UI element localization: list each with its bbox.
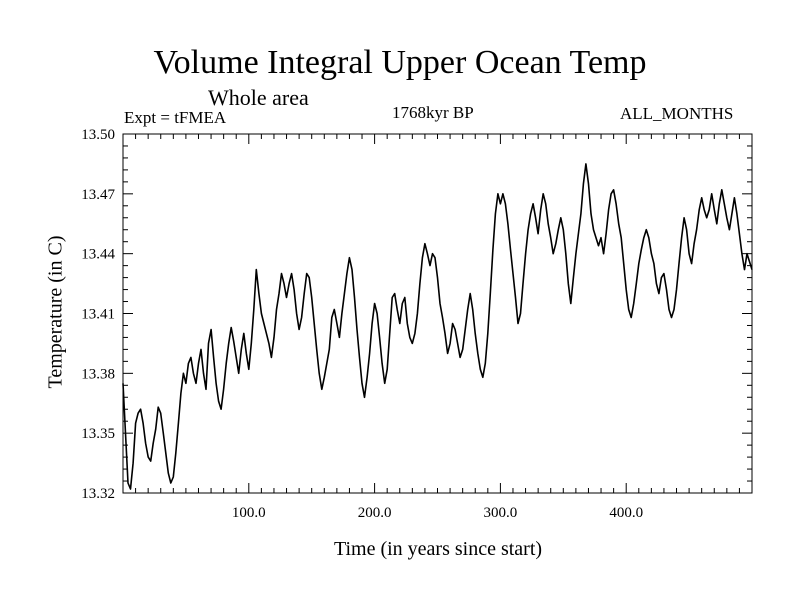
x-tick-label: 200.0 bbox=[358, 505, 392, 521]
chart-subtitle: Whole area bbox=[208, 85, 309, 110]
months-label: ALL_MONTHS bbox=[620, 104, 734, 123]
y-tick-label: 13.35 bbox=[81, 426, 115, 442]
x-tick-label: 300.0 bbox=[484, 505, 518, 521]
y-tick-label: 13.38 bbox=[81, 366, 115, 382]
period-label: 1768kyr BP bbox=[392, 103, 474, 122]
x-tick-label: 400.0 bbox=[609, 505, 643, 521]
y-tick-label: 13.50 bbox=[81, 127, 115, 143]
chart-title: Volume Integral Upper Ocean Temp bbox=[153, 44, 647, 81]
series-line bbox=[122, 163, 753, 490]
y-tick-label: 13.44 bbox=[81, 247, 115, 263]
plot-frame bbox=[122, 133, 753, 494]
x-tick-label: 100.0 bbox=[232, 505, 266, 521]
axis-tick-labels: 100.0 200.0 300.0 400.0 13.32 13.35 13.38 13.41… bbox=[81, 127, 643, 521]
axis-ticks bbox=[123, 134, 752, 493]
experiment-label: Expt = tFMEA bbox=[124, 108, 227, 127]
y-tick-label: 13.47 bbox=[81, 187, 115, 203]
x-axis-label: Time (in years since start) bbox=[333, 538, 543, 560]
y-tick-label: 13.32 bbox=[81, 486, 115, 502]
y-tick-label: 13.41 bbox=[81, 307, 115, 323]
